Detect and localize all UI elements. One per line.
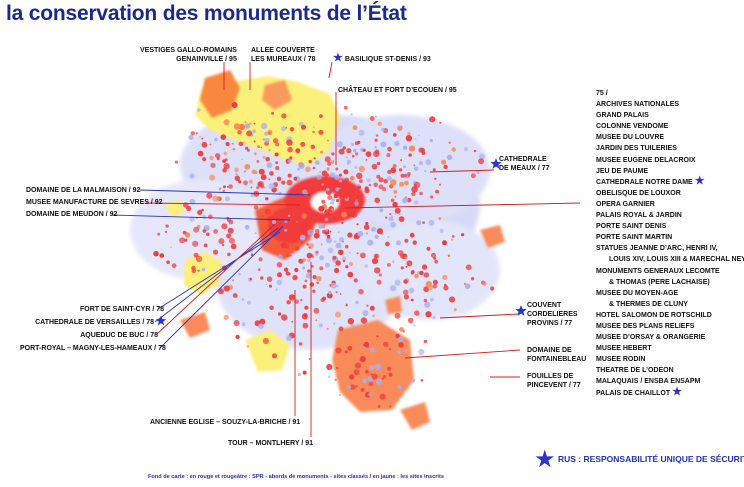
paris-monument-item: 75 / <box>596 90 608 97</box>
paris-monument-item: OBELISQUE DE LOUXOR <box>596 189 681 197</box>
paris-monument-item: & THOMAS (PERE LACHAISE) <box>609 278 710 286</box>
rus-star-icon <box>490 158 502 169</box>
label-versailles: CATHEDRALE DE VERSAILLES / 78 <box>35 319 154 326</box>
rus-star-icon: ★ <box>333 52 343 64</box>
paris-monument-item: PORTE SAINT MARTIN <box>596 234 673 242</box>
paris-monument-item: GRAND PALAIS <box>596 112 649 120</box>
rus-star-icon: ★ <box>672 385 683 398</box>
leader-line <box>111 214 291 221</box>
paris-monument-item: MUSEE DU MOYEN-AGE <box>596 289 679 297</box>
label-cathedrale-meaux: CATHEDRALE DE MEAUX / 77 <box>499 156 550 172</box>
label-allee-couverte: ALLEE COUVERTE LES MUREAUX / 78 <box>251 47 316 63</box>
paris-monument-item: HOTEL SALOMON DE ROTSCHILD <box>596 311 712 319</box>
label-sevres: MUSEE MANUFACTURE DE SEVRES / 92 <box>26 199 163 206</box>
paris-monument-item: PALAIS DE CHAILLOT ★ <box>596 385 683 398</box>
paris-monument-item: LOUIS XIV, LOUIS XIII & MARECHAL NEY <box>609 256 744 264</box>
legend-rus: RUS : RESPONSABILITÉ UNIQUE DE SÉCURITÉ <box>558 454 744 464</box>
paris-monument-item: PALAIS ROYAL & JARDIN <box>596 212 682 220</box>
paris-monument-item: STATUES JEANNE D’ARC, HENRI IV, <box>596 245 718 253</box>
paris-monuments-list: 75 / ARCHIVES NATIONALES GRAND PALAIS COLON… <box>596 88 744 399</box>
rus-star-icon <box>515 305 527 316</box>
leader-line <box>157 231 281 310</box>
page-title: la conservation des monuments de l’État <box>6 2 407 25</box>
paris-monument-item: MUSEE HEBERT <box>596 345 652 353</box>
paris-monument-item: MONUMENTS GENERAUX LECOMTE <box>596 267 720 275</box>
paris-monument-item: & THERMES DE CLUNY <box>609 300 688 308</box>
paris-monument-item: ARCHIVES NATIONALES <box>596 101 680 109</box>
paris-monument-item: JEU DE PAUME <box>596 167 648 175</box>
paris-monument-item: OPERA GARNIER <box>596 200 655 208</box>
leader-line <box>328 61 333 79</box>
paris-monument-item: PORTE SAINT DENIS <box>596 223 667 231</box>
paris-monument-item: THEATRE DE L’ODEON <box>596 367 674 375</box>
paris-monument-item: JARDIN DES TUILERIES <box>596 145 677 153</box>
map-footnote: Fond de carte : en rouge et rougeâtre : … <box>148 474 444 480</box>
label-saint-cyr: FORT DE SAINT-CYR / 78 <box>80 306 165 313</box>
rus-star-icon <box>155 315 167 326</box>
label-aqueduc-buc: AQUEDUC DE BUC / 78 <box>80 332 158 339</box>
label-pincevent: FOUILLES DE PINCEVENT / 77 <box>527 373 581 389</box>
label-leader-lines <box>111 61 581 437</box>
leader-line <box>344 202 581 209</box>
label-basilique-st-denis: ★ BASILIQUE ST-DENIS / 93 <box>333 52 431 64</box>
label-meudon: DOMAINE DE MEUDON / 92 <box>26 211 118 218</box>
leader-line <box>154 227 279 323</box>
leader-line <box>139 189 311 196</box>
label-fontainebleau: DOMAINE DE FONTAINEBLEAU <box>527 347 587 363</box>
label-souzy-la-briche: ANCIENNE EGLISE – SOUZY-LA-BRICHE / 91 <box>150 419 301 426</box>
leader-line <box>156 223 276 335</box>
label-port-royal: PORT-ROYAL – MAGNY-LES-HAMEAUX / 78 <box>20 345 166 352</box>
rus-star-icon: ★ <box>694 174 705 187</box>
leader-line <box>145 202 301 206</box>
paris-monument-item: MUSEE EUGENE DELACROIX <box>596 156 696 164</box>
paris-monument-item: MUSEE DU LOUVRE <box>596 134 665 142</box>
label-vestiges-gallo-romains: VESTIGES GALLO-ROMAINS GENAINVILLE / 95 <box>140 47 237 63</box>
leader-line <box>404 349 521 359</box>
legend-star-icon: ★ <box>534 445 556 473</box>
paris-monument-item: MUSEE DES PLANS RELIEFS <box>596 322 695 330</box>
paris-monument-item: CATHEDRALE NOTRE DAME ★ <box>596 174 705 187</box>
leader-line <box>439 313 520 319</box>
label-malmaison: DOMAINE DE LA MALMAISON / 92 <box>26 187 141 194</box>
label-chateau-ecouen: CHÂTEAU ET FORT D’ECOUEN / 95 <box>338 87 457 94</box>
paris-monument-item: COLONNE VENDOME <box>596 123 669 131</box>
paris-monument-item: MUSEE D’ORSAY & ORANGERIE <box>596 334 706 342</box>
leader-line <box>429 169 495 173</box>
paris-monument-item: MALAQUAIS / ENSBA ENSAPM <box>596 378 701 386</box>
paris-monument-item: MUSEE RODIN <box>596 356 646 364</box>
label-couvent-provins: COUVENT CORDELIERES PROVINS / 77 <box>527 302 578 327</box>
leader-line <box>159 225 284 349</box>
label-montlhery: TOUR – MONTLHERY / 91 <box>228 440 314 447</box>
protected-sites-dots <box>153 85 495 408</box>
